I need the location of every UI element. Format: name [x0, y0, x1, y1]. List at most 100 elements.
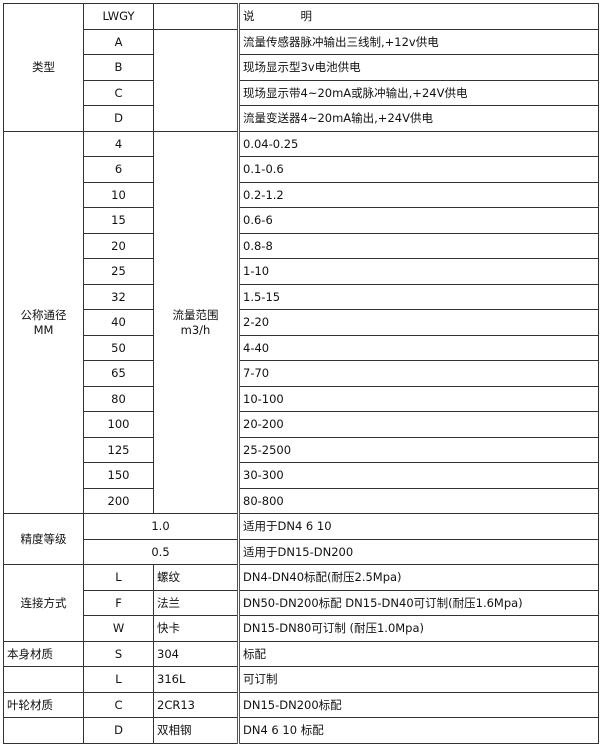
- table-cell: L: [83, 666, 154, 693]
- table-row: B 现场显示型3v电池供电: [4, 54, 599, 81]
- table-cell: [153, 3, 239, 30]
- table-row: 65 7-70: [4, 360, 599, 387]
- table-cell: 流量变送器4~20mA输出,+24V供电: [237, 105, 599, 132]
- table-row: 50 4-40: [4, 334, 599, 361]
- table-cell: 双相钢: [153, 717, 239, 744]
- table-cell: [3, 717, 84, 744]
- diameter-label-text: 公称通径: [20, 308, 67, 323]
- table-cell: 80-800: [237, 487, 599, 514]
- table-row: L 316L 可订制: [3, 666, 599, 693]
- table-row: D 双相钢 DN4 6 10 标配: [3, 717, 599, 744]
- table-cell: 150: [83, 462, 154, 489]
- table-cell: 4: [83, 130, 154, 157]
- table-cell: 流量传感器脉冲输出三线制,+12v供电: [237, 28, 599, 55]
- impeller-material-label: 叶轮材质: [3, 691, 84, 718]
- table-cell: 2-20: [237, 309, 599, 336]
- table-row: 25 1-10: [4, 258, 599, 285]
- body-material-label: 本身材质: [3, 640, 84, 667]
- table-cell: 200: [83, 487, 154, 514]
- table-cell: F: [83, 589, 154, 616]
- table-row: 连接方式 L 螺纹 DN4-DN40标配(耐压2.5Mpa): [3, 564, 599, 642]
- table-cell: 316L: [153, 666, 239, 693]
- table-cell: 40: [83, 309, 154, 336]
- table-row: A 流量传感器脉冲输出三线制,+12v供电: [4, 28, 599, 132]
- flow-unit: m3/h: [180, 323, 211, 338]
- table-cell: C: [83, 691, 154, 718]
- table-cell: D: [83, 105, 154, 132]
- table-cell: C: [83, 79, 154, 106]
- table-row: 100 20-200: [4, 411, 599, 438]
- table-cell: 0.5: [83, 538, 239, 565]
- table-row: 公称通径 MM 4 流量范围 m3/h 0.04-0.25: [3, 130, 599, 514]
- table-cell: 25: [83, 258, 154, 285]
- table-row: 150 30-300: [4, 462, 599, 489]
- table-row: 10 0.2-1.2: [4, 181, 599, 208]
- table-cell: 0.1-0.6: [237, 156, 599, 183]
- table-cell: DN4 6 10 标配: [237, 717, 599, 744]
- table-cell: 0.6-6: [237, 207, 599, 234]
- table-cell: DN50-DN200标配 DN15-DN40可订制(耐压1.6Mpa): [237, 589, 599, 616]
- table-cell: 65: [83, 360, 154, 387]
- table-cell: 10: [83, 181, 154, 208]
- table-cell: 6: [83, 156, 154, 183]
- table-cell: DN4-DN40标配(耐压2.5Mpa): [237, 564, 599, 591]
- table-cell: A: [83, 28, 154, 55]
- table-cell: DN15-DN80可订制 (耐压1.0Mpa): [237, 615, 599, 642]
- table-cell: 0.2-1.2: [237, 181, 599, 208]
- table-cell: 0.8-8: [237, 232, 599, 259]
- table-row: 200 80-800: [4, 487, 599, 514]
- table-cell: 快卡: [153, 615, 239, 642]
- table-cell: 32: [83, 283, 154, 310]
- table-cell: 100: [83, 411, 154, 438]
- table-row: W 快卡 DN15-DN80可订制 (耐压1.0Mpa): [4, 615, 599, 642]
- table-cell: 304: [153, 640, 239, 667]
- diameter-unit: MM: [33, 323, 54, 338]
- table-row: 叶轮材质 C 2CR13 DN15-DN200标配: [3, 691, 599, 718]
- table-row: 125 25-2500: [4, 436, 599, 463]
- accuracy-label: 精度等级: [3, 513, 84, 565]
- table-row: 0.5 适用于DN15-DN200: [4, 538, 599, 565]
- table-cell: 80: [83, 385, 154, 412]
- model-code: LWGY: [83, 3, 154, 30]
- table-cell: 50: [83, 334, 154, 361]
- header-desc: 说 明: [237, 3, 599, 30]
- table-cell: 1.5-15: [237, 283, 599, 310]
- table-cell: 25-2500: [237, 436, 599, 463]
- table-cell: 适用于DN15-DN200: [237, 538, 599, 565]
- table-cell: 30-300: [237, 462, 599, 489]
- table-row: 40 2-20: [4, 309, 599, 336]
- table-row: 15 0.6-6: [4, 207, 599, 234]
- table-cell: L: [83, 564, 154, 591]
- table-row: 80 10-100: [4, 385, 599, 412]
- table-cell: 2CR13: [153, 691, 239, 718]
- table-row: C 现场显示带4~20mA或脉冲输出,+24V供电: [4, 79, 599, 106]
- table-cell: S: [83, 640, 154, 667]
- type-label: 类型: [3, 3, 84, 132]
- flow-label-text: 流量范围: [172, 308, 219, 323]
- table-cell: 法兰: [153, 589, 239, 616]
- table-row: 6 0.1-0.6: [4, 156, 599, 183]
- flow-label: 流量范围 m3/h: [153, 130, 239, 514]
- table-cell: 20-200: [237, 411, 599, 438]
- table-row: D 流量变送器4~20mA输出,+24V供电: [4, 105, 599, 132]
- table-cell: 现场显示带4~20mA或脉冲输出,+24V供电: [237, 79, 599, 106]
- table-row: 本身材质 S 304 标配: [3, 640, 599, 667]
- spec-table: 类型 LWGY 说 明 A 流量传感器脉冲输出三线制,+12v供电 B 现场显示型3v电池供…: [3, 3, 599, 744]
- table-row: F 法兰 DN50-DN200标配 DN15-DN40可订制(耐压1.6Mpa): [4, 589, 599, 616]
- table-row: 类型 LWGY 说 明: [3, 3, 599, 132]
- table-cell: 可订制: [237, 666, 599, 693]
- table-cell: 15: [83, 207, 154, 234]
- table-row: 精度等级 1.0 适用于DN4 6 10: [3, 513, 599, 565]
- table-cell: [3, 666, 84, 693]
- table-cell: 10-100: [237, 385, 599, 412]
- table-cell: 螺纹: [153, 564, 239, 591]
- table-row: 20 0.8-8: [4, 232, 599, 259]
- table-cell: 7-70: [237, 360, 599, 387]
- table-cell: 1.0: [83, 513, 239, 540]
- table-cell: [153, 28, 239, 132]
- table-cell: 适用于DN4 6 10: [237, 513, 599, 540]
- diameter-label: 公称通径 MM: [3, 130, 84, 514]
- table-cell: 现场显示型3v电池供电: [237, 54, 599, 81]
- table-cell: 125: [83, 436, 154, 463]
- table-cell: D: [83, 717, 154, 744]
